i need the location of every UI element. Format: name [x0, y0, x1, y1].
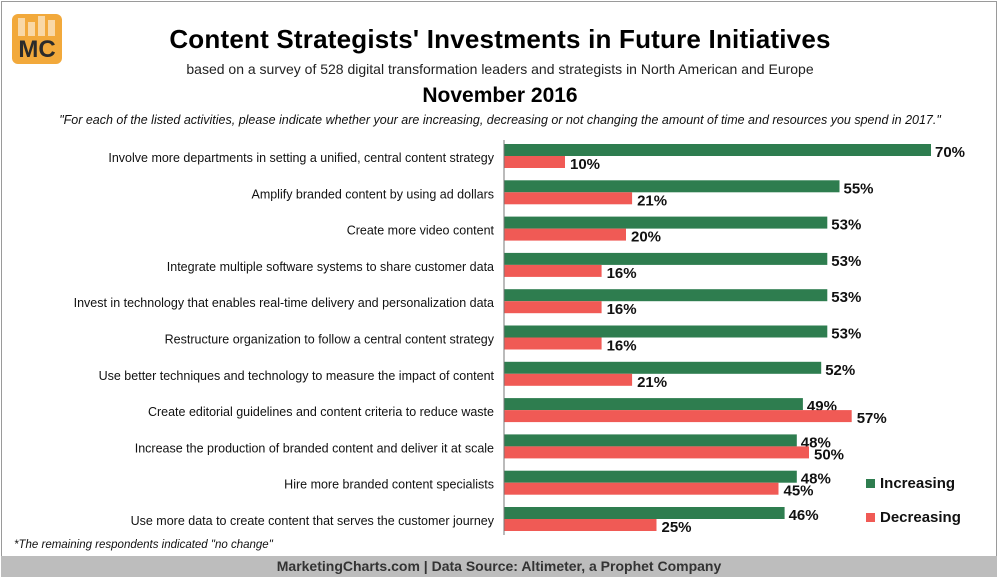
- bar-increasing: [504, 470, 797, 483]
- data-label-decreasing: 21%: [637, 374, 667, 391]
- logo-text: MC: [18, 36, 55, 63]
- data-label-increasing: 53%: [831, 217, 861, 234]
- category-label: Amplify branded content by using ad doll…: [251, 187, 494, 201]
- category-label: Involve more departments in setting a un…: [108, 151, 494, 165]
- bar-decreasing: [504, 156, 565, 168]
- data-label-decreasing: 16%: [607, 301, 637, 318]
- data-label-decreasing: 45%: [784, 483, 814, 500]
- chart-subtitle: based on a survey of 528 digital transfo…: [186, 61, 814, 77]
- bar-decreasing: [504, 192, 633, 205]
- bar-decreasing: [504, 446, 809, 459]
- bar-increasing: [504, 180, 840, 193]
- bar-increasing: [504, 216, 828, 229]
- data-label-decreasing: 21%: [637, 192, 667, 209]
- bar-increasing: [504, 361, 822, 374]
- data-label-decreasing: 57%: [857, 410, 887, 427]
- data-label-increasing: 53%: [831, 289, 861, 306]
- legend-swatch-increasing: [866, 479, 875, 488]
- chart-date: November 2016: [422, 84, 578, 107]
- legend-swatch-decreasing: [866, 513, 875, 522]
- data-label-increasing: 46%: [789, 507, 819, 524]
- bar-decreasing: [504, 301, 602, 314]
- data-label-increasing: 53%: [831, 253, 861, 270]
- data-label-decreasing: 25%: [662, 519, 692, 536]
- bar-decreasing: [504, 410, 852, 423]
- data-label-decreasing: 50%: [814, 446, 844, 463]
- bar-increasing: [504, 144, 931, 156]
- bar-decreasing: [504, 373, 633, 386]
- data-label-decreasing: 10%: [570, 156, 600, 173]
- legend-label-decreasing: Decreasing: [880, 509, 961, 526]
- bar-increasing: [504, 252, 828, 265]
- data-label-decreasing: 16%: [607, 265, 637, 282]
- category-label: Create more video content: [347, 224, 495, 238]
- category-label: Restructure organization to follow a cen…: [165, 333, 495, 347]
- data-label-decreasing: 20%: [631, 229, 661, 246]
- bar-increasing: [504, 289, 828, 302]
- category-label: Use more data to create content that ser…: [131, 514, 495, 528]
- bar-decreasing: [504, 519, 657, 531]
- bar-decreasing: [504, 228, 626, 241]
- chart-title: Content Strategists' Investments in Futu…: [169, 24, 831, 54]
- source-footer: MarketingCharts.com | Data Source: Altim…: [1, 556, 997, 577]
- bar-increasing: [504, 398, 803, 411]
- bar-increasing: [504, 434, 797, 447]
- legend-label-increasing: Increasing: [880, 475, 955, 492]
- category-label: Increase the production of branded conte…: [135, 441, 494, 455]
- category-label: Create editorial guidelines and content …: [148, 405, 494, 419]
- data-label-decreasing: 16%: [607, 338, 637, 355]
- bar-increasing: [504, 507, 785, 519]
- bar-increasing: [504, 325, 828, 338]
- footnote: *The remaining respondents indicated "no…: [14, 539, 273, 551]
- category-label: Invest in technology that enables real-t…: [74, 296, 494, 310]
- marketingcharts-logo: MC: [12, 14, 62, 64]
- data-label-increasing: 53%: [831, 326, 861, 343]
- survey-question: "For each of the listed activities, plea…: [59, 113, 941, 127]
- category-label: Use better techniques and technology to …: [99, 369, 495, 383]
- data-label-increasing: 48%: [801, 471, 831, 488]
- data-label-increasing: 55%: [844, 180, 874, 197]
- data-label-increasing: 52%: [825, 362, 855, 379]
- category-label: Integrate multiple software systems to s…: [167, 260, 494, 274]
- data-label-increasing: 70%: [935, 144, 965, 161]
- bar-decreasing: [504, 264, 602, 277]
- category-label: Hire more branded content specialists: [284, 478, 494, 492]
- bar-decreasing: [504, 482, 779, 495]
- bar-decreasing: [504, 337, 602, 350]
